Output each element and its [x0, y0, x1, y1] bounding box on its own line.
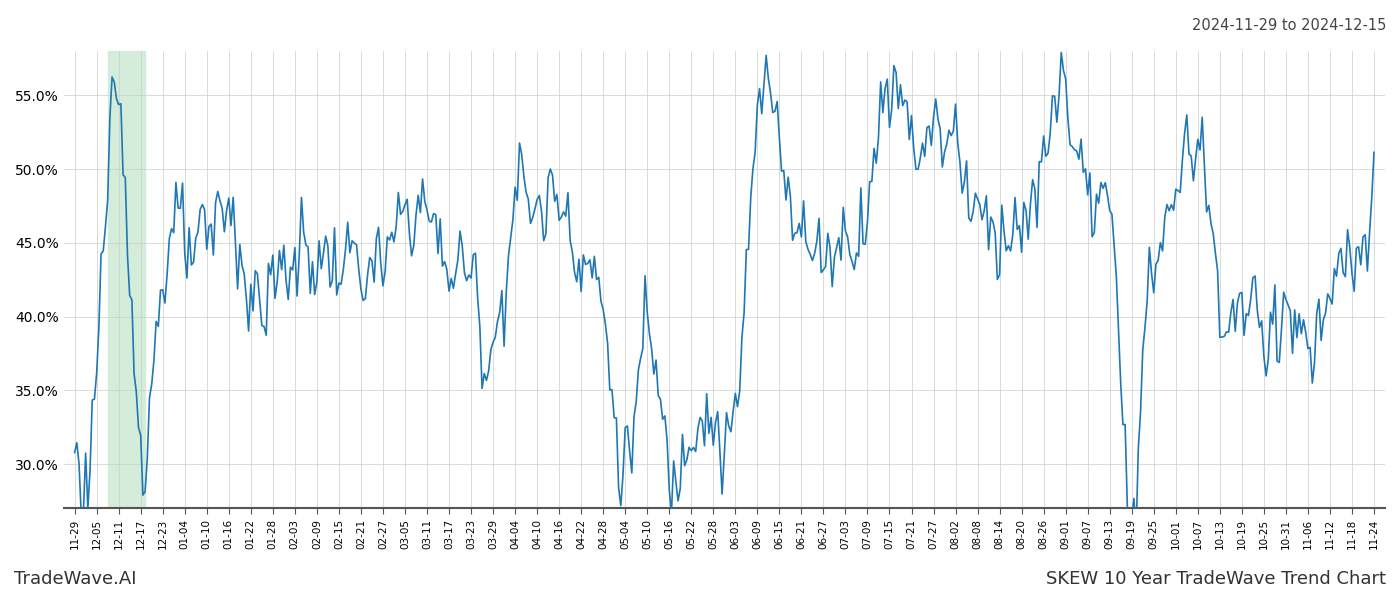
Text: TradeWave.AI: TradeWave.AI	[14, 570, 137, 588]
Bar	[108, 51, 146, 508]
Text: 2024-11-29 to 2024-12-15: 2024-11-29 to 2024-12-15	[1191, 18, 1386, 33]
Text: SKEW 10 Year TradeWave Trend Chart: SKEW 10 Year TradeWave Trend Chart	[1046, 570, 1386, 588]
